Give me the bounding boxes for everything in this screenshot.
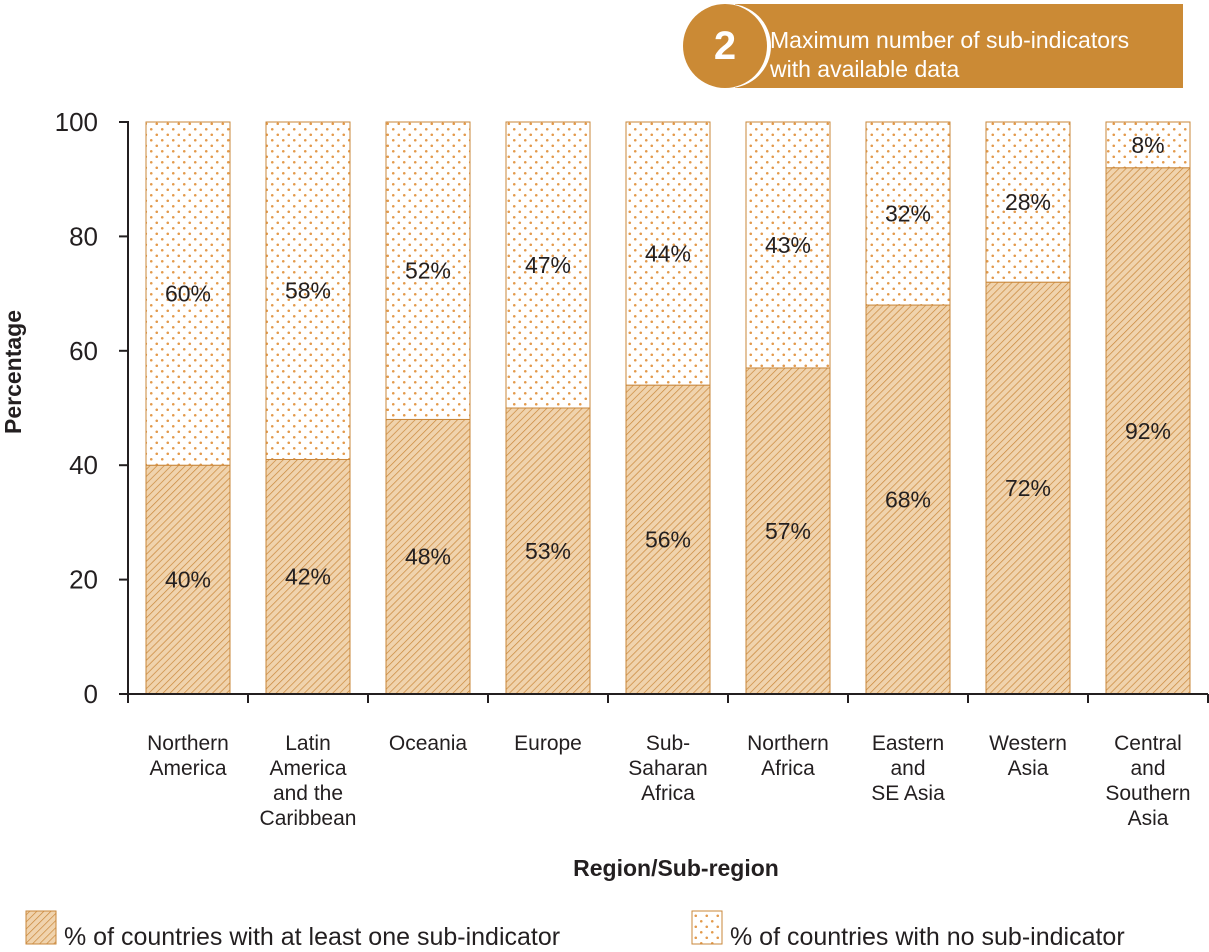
- bar-with-sub-indicator: [505, 407, 591, 695]
- x-tick-label: Eastern and SE Asia: [871, 732, 945, 805]
- bar-no-sub-indicator: [145, 121, 231, 466]
- data-label-with-sub-indicator: 40%: [165, 567, 211, 593]
- bar-no-sub-indicator: [385, 121, 471, 420]
- bar-no-sub-indicator: [745, 121, 831, 369]
- axes-layer: Northern America Latin America and the Caribb…: [55, 107, 1209, 830]
- bar-no-sub-indicator: [865, 121, 951, 306]
- bars-layer: 40% 60% 42% 58% 48% 52% 53% 47% 56% 44% 57% 43% 68% 3…: [145, 121, 1191, 695]
- bar-with-sub-indicator: [985, 281, 1071, 695]
- x-tick-label: Central and Southern Asia: [1105, 732, 1190, 830]
- y-tick-label: 100: [55, 107, 98, 137]
- data-label-with-sub-indicator: 53%: [525, 538, 571, 564]
- data-label-with-sub-indicator: 68%: [885, 487, 931, 513]
- banner-number-badge: 2: [683, 4, 767, 88]
- data-label-no-sub-indicator: 44%: [645, 241, 691, 267]
- bar-with-sub-indicator: [145, 464, 231, 695]
- legend-label: % of countries with no sub-indicator: [730, 923, 1125, 951]
- data-label-with-sub-indicator: 56%: [645, 527, 691, 553]
- data-label-with-sub-indicator: 72%: [1005, 475, 1051, 501]
- bar-no-sub-indicator: [625, 121, 711, 386]
- legend-swatch: [25, 910, 57, 945]
- bar-no-sub-indicator: [505, 121, 591, 409]
- data-label-with-sub-indicator: 48%: [405, 544, 451, 570]
- bar-with-sub-indicator: [265, 458, 351, 695]
- x-tick-label: Sub-Saharan Africa: [628, 732, 707, 805]
- x-tick-label: Oceania: [389, 732, 468, 755]
- bar-with-sub-indicator: [1105, 167, 1191, 695]
- data-label-no-sub-indicator: 60%: [165, 281, 211, 307]
- x-tick-label: Western Asia: [989, 732, 1067, 780]
- bar-with-sub-indicator: [385, 418, 471, 695]
- legend-swatch: [691, 910, 723, 945]
- legend-label: % of countries with at least one sub-ind…: [64, 923, 560, 951]
- y-tick-label: 0: [84, 679, 98, 709]
- y-axis-title: Percentage: [0, 310, 26, 434]
- y-tick-label: 80: [69, 221, 98, 251]
- data-label-no-sub-indicator: 28%: [1005, 189, 1051, 215]
- legend: % of countries with at least one sub-ind…: [25, 910, 1125, 951]
- bar-no-sub-indicator: [1105, 121, 1191, 169]
- data-label-no-sub-indicator: 58%: [285, 278, 331, 304]
- x-tick-label: Europe: [514, 732, 582, 755]
- x-tick-label: Latin America and the Caribbean: [260, 732, 357, 830]
- data-label-no-sub-indicator: 43%: [765, 232, 811, 258]
- y-tick-label: 60: [69, 336, 98, 366]
- banner-background: [735, 4, 1183, 88]
- x-tick-label: Northern America: [147, 732, 229, 780]
- y-tick-label: 40: [69, 450, 98, 480]
- x-tick-label: Northern Africa: [747, 732, 829, 780]
- data-label-no-sub-indicator: 32%: [885, 201, 931, 227]
- data-label-with-sub-indicator: 42%: [285, 564, 331, 590]
- bar-with-sub-indicator: [625, 384, 711, 695]
- bar-no-sub-indicator: [985, 121, 1071, 283]
- data-label-no-sub-indicator: 8%: [1131, 132, 1164, 158]
- y-tick-label: 20: [69, 565, 98, 595]
- banner-text: Maximum number of sub-indicators with av…: [770, 27, 1130, 82]
- data-label-with-sub-indicator: 92%: [1125, 418, 1171, 444]
- x-axis-title: Region/Sub-region: [573, 855, 779, 881]
- data-label-no-sub-indicator: 52%: [405, 258, 451, 284]
- indicator-banner: 2 Maximum number of sub-indicators with …: [683, 4, 1183, 88]
- data-label-with-sub-indicator: 57%: [765, 518, 811, 544]
- data-label-no-sub-indicator: 47%: [525, 252, 571, 278]
- banner-number: 2: [713, 23, 737, 68]
- bar-no-sub-indicator: [265, 121, 351, 460]
